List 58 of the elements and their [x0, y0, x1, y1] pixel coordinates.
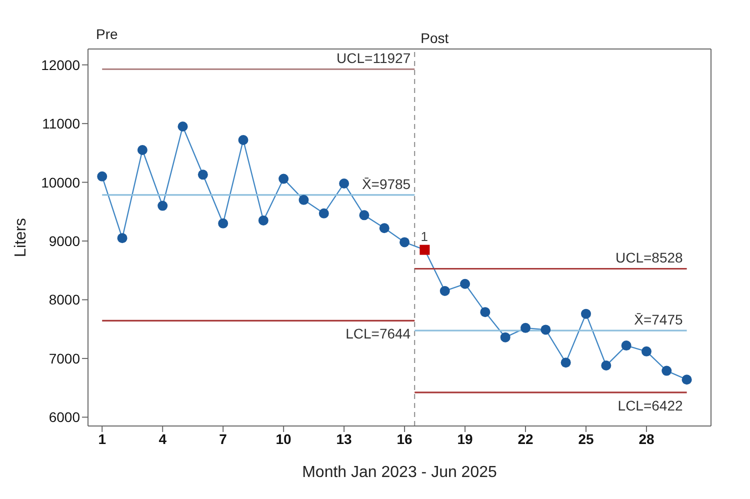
x-tick-label: 1 [98, 430, 106, 447]
point [641, 346, 652, 356]
point [258, 215, 268, 226]
point [298, 194, 309, 205]
x-tick-label: 19 [457, 430, 474, 447]
annotation: 1 [420, 228, 428, 244]
x-tick-label: 28 [638, 430, 654, 447]
point [97, 171, 108, 182]
point [500, 332, 510, 342]
point [359, 210, 370, 220]
x-tick-label: 16 [396, 430, 413, 447]
point [379, 223, 390, 234]
series-label: X̄=7475 [634, 312, 684, 328]
x-tick-label: 7 [219, 430, 228, 447]
point [460, 278, 470, 289]
x-tick-label: 10 [276, 430, 292, 447]
y-tick-label: 8000 [48, 292, 80, 308]
point [117, 233, 128, 244]
y-axis-title: Liters [12, 218, 30, 258]
point [560, 358, 571, 368]
point [662, 366, 672, 376]
x-tick-label: 25 [578, 430, 594, 447]
y-tick-label: 7000 [48, 350, 80, 366]
point [318, 208, 329, 218]
series-label: X̄=9785 [362, 176, 411, 192]
point [420, 244, 430, 255]
x-tick-label: 13 [336, 430, 352, 447]
text: Pre [96, 26, 118, 42]
y-tick-label: 9000 [48, 232, 80, 249]
x-tick-label: 22 [518, 430, 534, 447]
ref-line-label: Post [420, 30, 449, 46]
y-tick-label: 12000 [41, 56, 80, 73]
point [580, 308, 591, 319]
series-label: LCL=6422 [618, 397, 684, 414]
point [198, 170, 208, 180]
point [440, 286, 450, 296]
point [339, 178, 350, 188]
point [178, 122, 188, 132]
point [540, 324, 551, 335]
point [520, 322, 531, 333]
series-label: UCL=11927 [336, 50, 411, 66]
point [238, 135, 248, 146]
point [158, 200, 168, 211]
series-label: LCL=7644 [346, 326, 411, 342]
point [137, 145, 148, 156]
series-label: UCL=8528 [615, 250, 684, 266]
point [621, 340, 632, 351]
y-tick-label: 10000 [41, 174, 80, 190]
x-axis-title: Month Jan 2023 - Jun 2025 [302, 464, 497, 481]
point [218, 218, 228, 228]
point [278, 174, 289, 184]
point [682, 374, 692, 385]
y-tick-label: 6000 [48, 409, 80, 426]
point [480, 307, 490, 318]
point [601, 360, 612, 371]
point [400, 237, 410, 248]
x-tick-label: 4 [158, 430, 167, 447]
y-tick-label: 11000 [42, 116, 80, 132]
